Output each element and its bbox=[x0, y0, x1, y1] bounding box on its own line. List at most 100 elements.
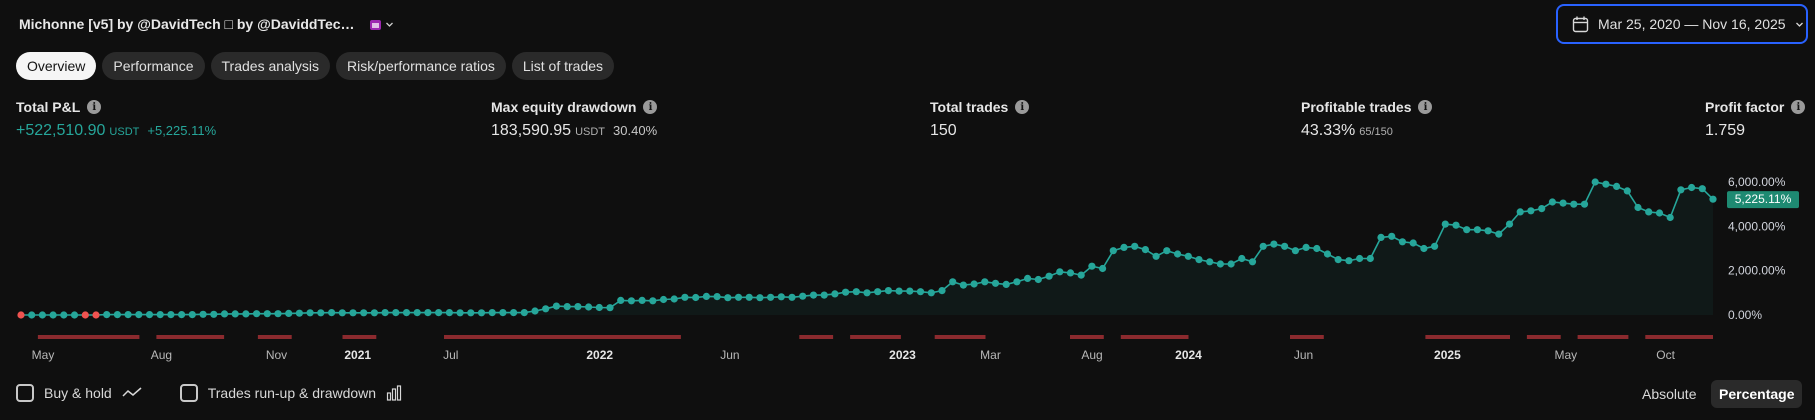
equity-point bbox=[574, 303, 582, 311]
equity-point bbox=[1281, 242, 1289, 250]
info-icon[interactable]: i bbox=[1418, 100, 1433, 114]
strategy-menu-button[interactable] bbox=[369, 18, 394, 31]
equity-point bbox=[627, 297, 636, 305]
equity-point bbox=[1409, 239, 1417, 247]
y-axis-label: 2,000.00% bbox=[1728, 264, 1786, 278]
equity-point bbox=[745, 293, 753, 301]
info-icon[interactable]: i bbox=[1015, 100, 1030, 114]
equity-point bbox=[916, 288, 925, 296]
equity-point bbox=[1666, 213, 1674, 222]
equity-point bbox=[1302, 243, 1310, 251]
equity-point bbox=[563, 303, 571, 311]
equity-point bbox=[1291, 247, 1299, 255]
equity-point bbox=[1323, 250, 1332, 258]
tab-performance[interactable]: Performance bbox=[102, 52, 205, 80]
line-chart-icon bbox=[122, 387, 142, 397]
equity-point bbox=[81, 311, 89, 319]
equity-point bbox=[1206, 258, 1214, 266]
stat-value: +522,510.90 bbox=[16, 122, 106, 139]
equity-point bbox=[991, 279, 1000, 287]
equity-point bbox=[1591, 178, 1599, 186]
equity-point bbox=[1013, 278, 1021, 286]
equity-point bbox=[1002, 280, 1010, 288]
equity-point bbox=[306, 309, 314, 317]
equity-point bbox=[1516, 208, 1524, 216]
equity-point bbox=[1634, 203, 1642, 212]
equity-point bbox=[927, 289, 935, 297]
x-axis-label: 2022 bbox=[586, 348, 613, 362]
drawdown-segment bbox=[156, 335, 225, 339]
equity-point bbox=[1463, 226, 1471, 234]
equity-point bbox=[981, 278, 989, 286]
drawdown-segment bbox=[444, 335, 681, 339]
equity-point bbox=[852, 288, 860, 296]
equity-point bbox=[638, 296, 646, 304]
equity-point bbox=[756, 294, 764, 302]
equity-point bbox=[895, 287, 903, 295]
equity-point bbox=[692, 293, 700, 302]
equity-point bbox=[499, 309, 507, 317]
equity-point bbox=[1227, 260, 1235, 268]
stat-max-equity-drawdown: Max equity drawdown i 183,590.95 USDT 30.40… bbox=[491, 98, 658, 140]
equity-point bbox=[1441, 220, 1449, 228]
drawdown-segment bbox=[1526, 335, 1561, 339]
equity-point bbox=[970, 280, 978, 288]
equity-point bbox=[199, 310, 207, 318]
equity-point bbox=[70, 311, 79, 319]
equity-point bbox=[124, 311, 132, 319]
equity-point bbox=[242, 310, 250, 318]
equity-point bbox=[60, 311, 68, 319]
equity-point bbox=[1377, 233, 1385, 241]
equity-point bbox=[38, 311, 47, 319]
equity-point bbox=[1248, 258, 1257, 266]
equity-point bbox=[381, 309, 389, 317]
equity-point bbox=[724, 294, 732, 302]
drawdown-segment bbox=[1290, 335, 1324, 339]
buy-hold-checkbox[interactable] bbox=[16, 384, 34, 402]
equity-point bbox=[295, 309, 303, 317]
y-axis-label: 4,000.00% bbox=[1728, 219, 1786, 233]
equity-point bbox=[274, 310, 282, 318]
drawdown-segment bbox=[1070, 335, 1104, 339]
percentage-toggle[interactable]: Percentage bbox=[1711, 380, 1803, 408]
equity-point bbox=[874, 288, 882, 296]
equity-point bbox=[1431, 242, 1439, 250]
equity-point bbox=[1688, 183, 1696, 192]
drawdown-segment bbox=[934, 335, 986, 339]
equity-point bbox=[188, 311, 196, 319]
equity-point bbox=[424, 309, 432, 317]
equity-chart[interactable]: 0.00% 2,000.00% 4,000.00% 6,000.00% 5,225.11… bbox=[0, 166, 1815, 370]
tab-list-of-trades[interactable]: List of trades bbox=[511, 52, 615, 80]
equity-point bbox=[1388, 232, 1396, 240]
absolute-toggle[interactable]: Absolute bbox=[1642, 386, 1697, 402]
equity-point bbox=[17, 311, 25, 319]
equity-point bbox=[1580, 200, 1589, 208]
info-icon[interactable]: i bbox=[1791, 100, 1806, 114]
equity-point bbox=[1613, 182, 1621, 190]
equity-point bbox=[1452, 221, 1460, 229]
date-range-label: Mar 25, 2020 — Nov 16, 2025 bbox=[1598, 16, 1786, 32]
equity-point bbox=[92, 311, 100, 319]
tab-trades-analysis[interactable]: Trades analysis bbox=[210, 52, 331, 80]
info-icon[interactable]: i bbox=[643, 100, 658, 114]
runup-drawdown-checkbox[interactable] bbox=[179, 384, 198, 402]
equity-point bbox=[767, 293, 775, 301]
date-range-picker[interactable]: Mar 25, 2020 — Nov 16, 2025 bbox=[1556, 4, 1808, 44]
equity-point bbox=[863, 289, 871, 297]
tab-risk-performance-ratios[interactable]: Risk/performance ratios bbox=[336, 52, 506, 80]
x-axis-label: 2025 bbox=[1434, 348, 1461, 362]
runup-drawdown-toggle[interactable]: Trades run-up & drawdown bbox=[179, 384, 402, 402]
info-icon[interactable]: i bbox=[87, 100, 102, 114]
stat-percent: 30.40% bbox=[613, 123, 658, 138]
x-axis-label: Jun bbox=[1294, 348, 1313, 362]
equity-point bbox=[1238, 254, 1246, 263]
equity-point bbox=[606, 304, 614, 312]
stat-percent: +5,225.11% bbox=[147, 123, 217, 138]
equity-point bbox=[1174, 250, 1182, 258]
equity-point bbox=[670, 295, 678, 303]
drawdown-segment bbox=[342, 335, 377, 339]
buy-hold-toggle[interactable]: Buy & hold bbox=[16, 384, 142, 402]
stat-value: 43.33% bbox=[1301, 122, 1356, 139]
stat-label: Total P&L bbox=[16, 99, 81, 115]
tab-overview[interactable]: Overview bbox=[16, 52, 97, 80]
